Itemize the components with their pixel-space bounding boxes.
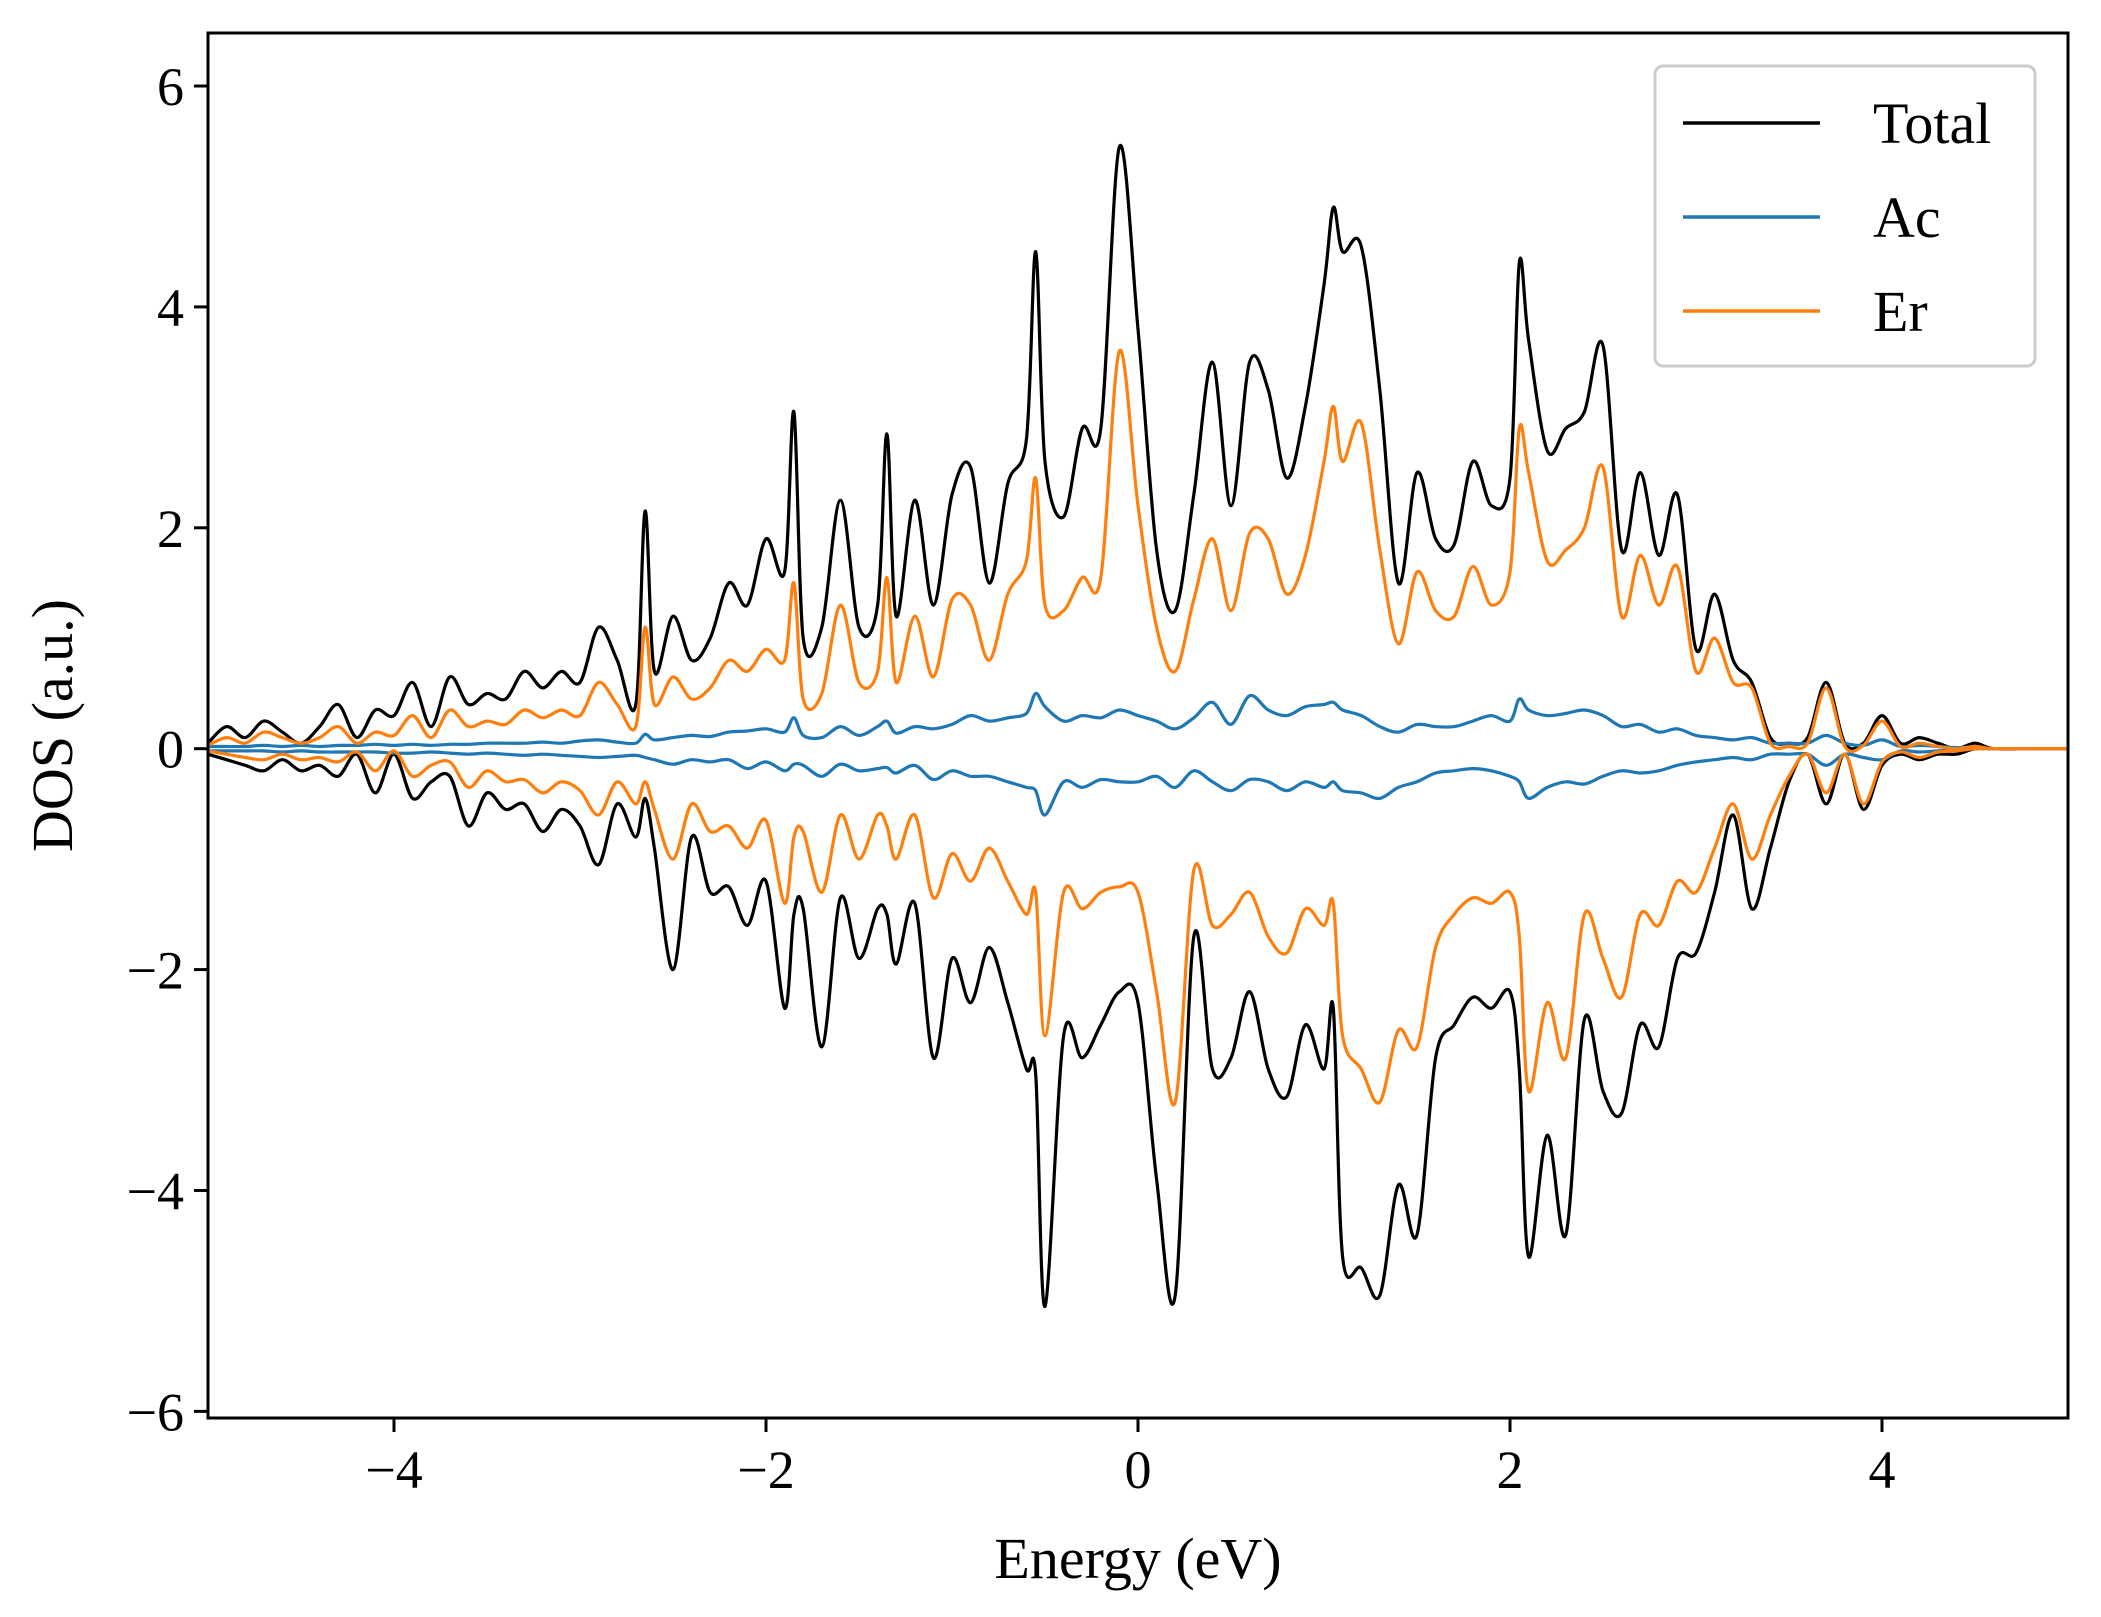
y-tick-label: 4 [157, 278, 184, 338]
series-line-ac-down [208, 747, 2068, 817]
x-tick-label: 0 [1125, 1440, 1152, 1500]
x-tick-label: 2 [1497, 1440, 1524, 1500]
x-tick-label: −2 [737, 1440, 794, 1500]
x-tick-label: 4 [1869, 1440, 1896, 1500]
x-axis: −4 −2 0 2 4 [365, 1418, 1896, 1500]
legend-label-er: Er [1873, 279, 1928, 344]
legend-label-total: Total [1873, 91, 1991, 156]
series-line-er-up [208, 348, 2068, 754]
legend: Total Ac Er [1653, 64, 2037, 368]
y-tick-label: −2 [127, 941, 184, 1001]
series-line-er-down [208, 746, 2068, 1107]
series-line-total-down [208, 746, 2068, 1309]
y-tick-label: 6 [157, 57, 184, 117]
series-line-total-up [208, 143, 2068, 751]
y-axis-label: DOS (a.u.) [20, 599, 85, 852]
series-line-ac-up [208, 691, 2068, 751]
plot-area [208, 143, 2068, 1309]
y-tick-label: 2 [157, 499, 184, 559]
y-axis: −6 −4 −2 0 2 4 6 [127, 57, 208, 1442]
legend-label-ac: Ac [1873, 185, 1941, 250]
y-tick-label: −4 [127, 1161, 184, 1221]
y-tick-label: −6 [127, 1382, 184, 1442]
y-tick-label: 0 [157, 720, 184, 780]
legend-box [1653, 64, 2037, 368]
x-axis-label: Energy (eV) [994, 1526, 1281, 1591]
x-tick-label: −4 [365, 1440, 422, 1500]
